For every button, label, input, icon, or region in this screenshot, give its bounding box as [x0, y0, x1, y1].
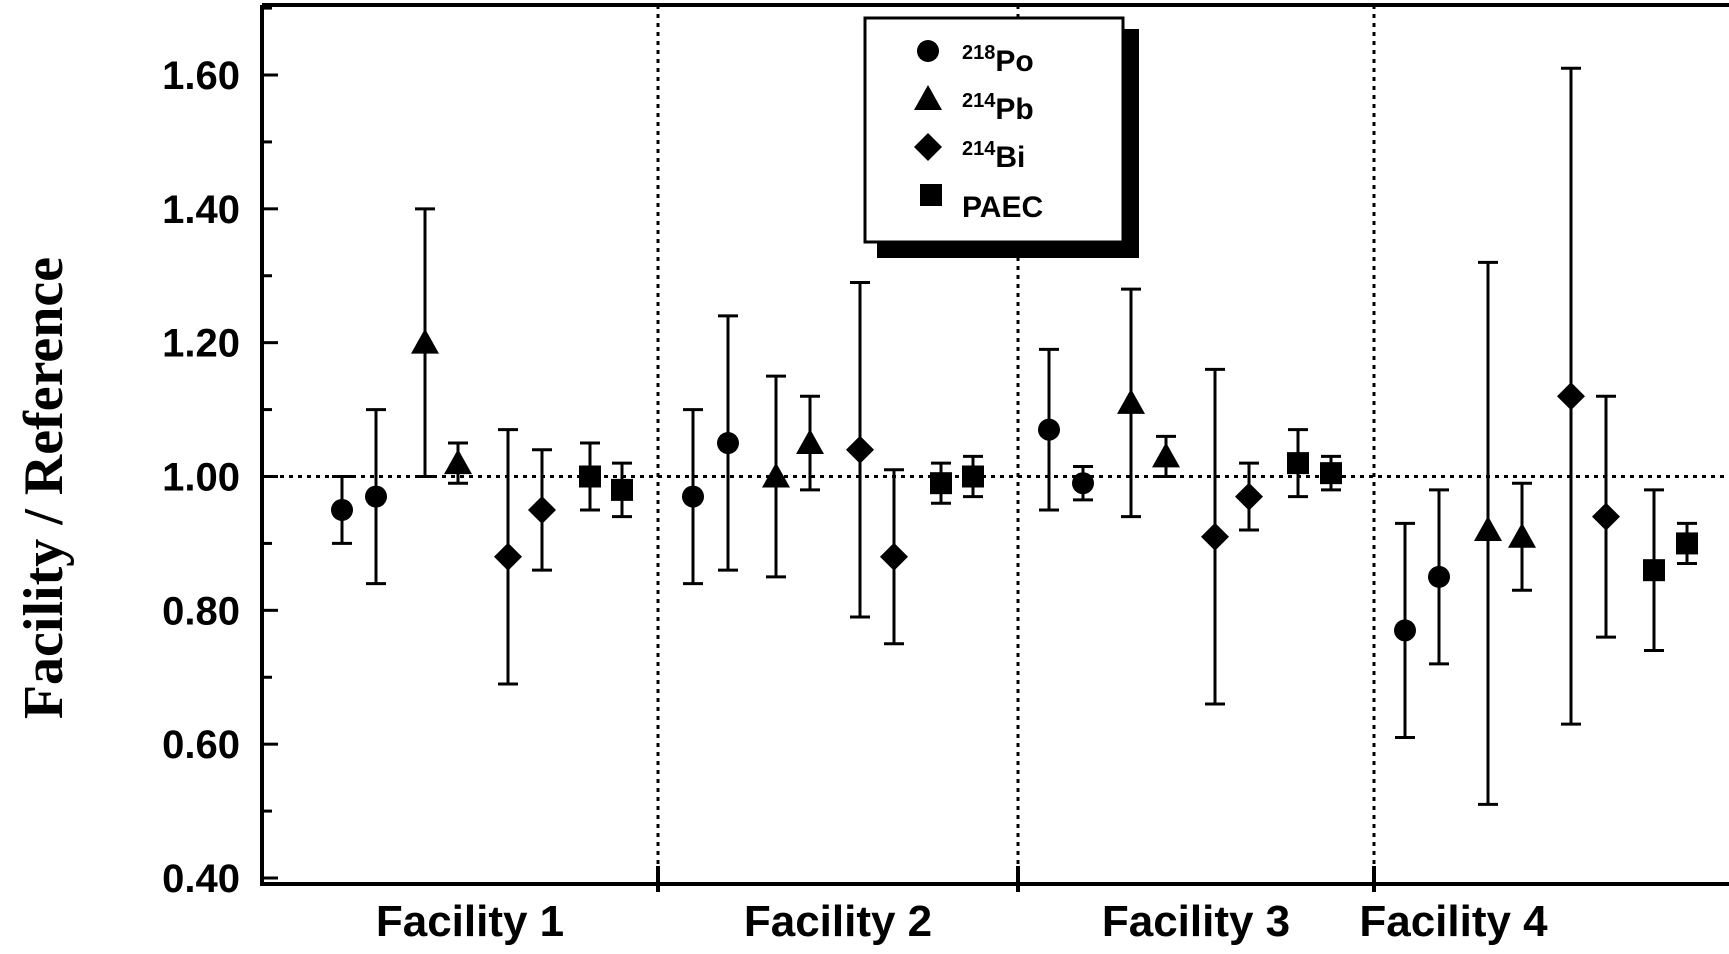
point-218po-facility-3 — [1072, 464, 1094, 502]
marker-diamond — [846, 435, 874, 464]
y-axis-label: Facility / Reference — [13, 257, 75, 719]
legend-marker-square — [920, 184, 942, 206]
point-214pb-facility-1 — [444, 441, 472, 485]
category-label-facility-3: Facility 3 — [1102, 897, 1290, 946]
marker-triangle — [1508, 522, 1536, 548]
legend-marker-circle — [917, 40, 939, 62]
marker-circle — [717, 432, 739, 455]
point-paec-facility-2 — [930, 461, 952, 505]
category-label-facility-4: Facility 4 — [1359, 897, 1548, 946]
point-paec-facility-3 — [1287, 428, 1309, 499]
marker-square — [962, 465, 984, 488]
y-axis-ticks: 0.40 0.60 0.80 1.00 1.20 1.40 1.60 — [162, 6, 278, 901]
marker-square — [1676, 532, 1698, 555]
marker-circle — [1394, 619, 1416, 642]
point-214bi-facility-1 — [528, 448, 556, 572]
legend-label-214pb: 214Pb — [962, 90, 1034, 126]
point-214bi-facility-4 — [1592, 394, 1620, 639]
legend-label-paec: PAEC — [962, 191, 1043, 224]
marker-triangle — [1474, 516, 1502, 542]
marker-square — [930, 472, 952, 495]
marker-circle — [1072, 472, 1094, 495]
marker-diamond — [880, 542, 908, 571]
marker-circle — [365, 485, 387, 508]
y-tick-label: 1.20 — [162, 322, 240, 366]
marker-circle — [331, 498, 353, 521]
point-214bi-facility-4 — [1557, 66, 1585, 726]
legend-label-214bi: 214Bi — [962, 138, 1025, 174]
marker-triangle — [796, 429, 824, 455]
point-paec-facility-1 — [579, 441, 601, 512]
marker-circle — [1428, 565, 1450, 588]
point-218po-facility-1 — [365, 408, 387, 586]
marker-square — [1643, 559, 1665, 582]
point-218po-facility-3 — [1038, 347, 1060, 512]
x-axis-category-labels: Facility 1 Facility 2 Facility 3 Facility 4 — [376, 897, 1548, 946]
legend: 218Po 214Pb 214Bi PAEC — [863, 16, 1139, 258]
y-tick-label: 0.40 — [162, 857, 240, 901]
point-214bi-facility-3 — [1201, 367, 1229, 706]
legend-box — [863, 16, 1125, 244]
point-paec-facility-3 — [1320, 454, 1342, 492]
marker-diamond — [1557, 382, 1585, 411]
point-218po-facility-4 — [1428, 488, 1450, 666]
marker-square — [1320, 462, 1342, 485]
marker-square — [1287, 452, 1309, 475]
marker-triangle — [1152, 442, 1180, 468]
point-218po-facility-1 — [331, 475, 353, 545]
y-tick-label: 0.60 — [162, 723, 240, 767]
legend-label-218po: 218Po — [962, 42, 1034, 78]
point-218po-facility-2 — [682, 408, 704, 586]
point-214pb-facility-3 — [1152, 434, 1180, 478]
point-214bi-facility-3 — [1235, 461, 1263, 532]
marker-diamond — [1592, 502, 1620, 531]
marker-circle — [1038, 418, 1060, 441]
point-214pb-facility-2 — [796, 394, 824, 492]
legend-marker-diamond — [914, 133, 942, 161]
category-label-facility-2: Facility 2 — [744, 897, 932, 946]
y-tick-label: 1.40 — [162, 188, 240, 232]
point-214pb-facility-1 — [411, 207, 439, 478]
point-214bi-facility-1 — [494, 428, 522, 686]
marker-square — [611, 478, 633, 501]
marker-triangle — [411, 328, 439, 354]
legend-marker-triangle — [914, 85, 942, 110]
point-214pb-facility-4 — [1474, 260, 1502, 806]
marker-diamond — [494, 542, 522, 571]
point-214pb-facility-3 — [1117, 287, 1145, 519]
marker-square — [579, 465, 601, 488]
data-points — [331, 66, 1698, 806]
marker-triangle — [1117, 388, 1145, 414]
point-218po-facility-4 — [1394, 521, 1416, 739]
point-paec-facility-2 — [962, 454, 984, 499]
marker-diamond — [528, 495, 556, 524]
y-tick-label: 1.00 — [162, 456, 240, 500]
marker-triangle — [762, 462, 790, 488]
point-214pb-facility-2 — [762, 374, 790, 579]
marker-diamond — [1201, 522, 1229, 551]
axes — [260, 3, 1729, 892]
y-tick-label: 0.80 — [162, 589, 240, 633]
marker-diamond — [1235, 482, 1263, 511]
point-paec-facility-4 — [1643, 488, 1665, 652]
point-218po-facility-2 — [717, 314, 739, 572]
marker-circle — [682, 485, 704, 508]
marker-triangle — [444, 449, 472, 475]
y-tick-label: 1.60 — [162, 54, 240, 98]
point-214bi-facility-2 — [846, 280, 874, 619]
point-214bi-facility-2 — [880, 468, 908, 646]
category-label-facility-1: Facility 1 — [376, 897, 564, 946]
point-214pb-facility-4 — [1508, 481, 1536, 592]
point-paec-facility-1 — [611, 461, 633, 519]
point-paec-facility-4 — [1676, 521, 1698, 565]
